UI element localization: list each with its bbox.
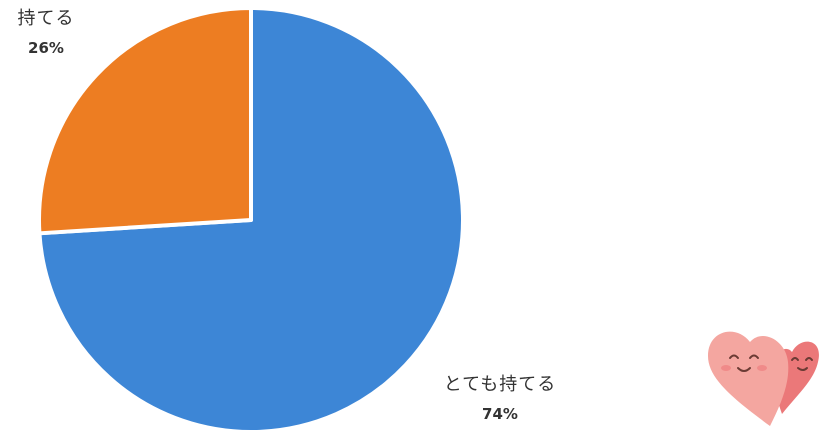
left-heart-eye-icon [729, 354, 739, 359]
slice-label-moteru: 持てる 26% [0, 0, 92, 72]
smiling-hearts-icon [708, 331, 819, 426]
slice-label-totemo-moteru: とても持てる 74% [420, 366, 580, 434]
pie-slice-1 [37, 6, 253, 236]
right-heart-eye-icon [791, 357, 799, 361]
right-heart-eye-icon [805, 357, 813, 361]
left-heart-mouth-icon [737, 367, 751, 372]
left-heart-cheek-icon [757, 365, 767, 371]
left-heart-icon [708, 331, 789, 426]
left-heart-eye-icon [749, 354, 759, 359]
slice-label-text: とても持てる [443, 374, 557, 395]
slice-label-text: 持てる [17, 8, 75, 29]
pie-slices [37, 6, 465, 434]
slice-value-label: 74% [482, 404, 518, 423]
left-heart-cheek-icon [721, 365, 731, 371]
right-heart-mouth-icon [797, 367, 808, 371]
slice-value-label: 26% [28, 38, 64, 57]
